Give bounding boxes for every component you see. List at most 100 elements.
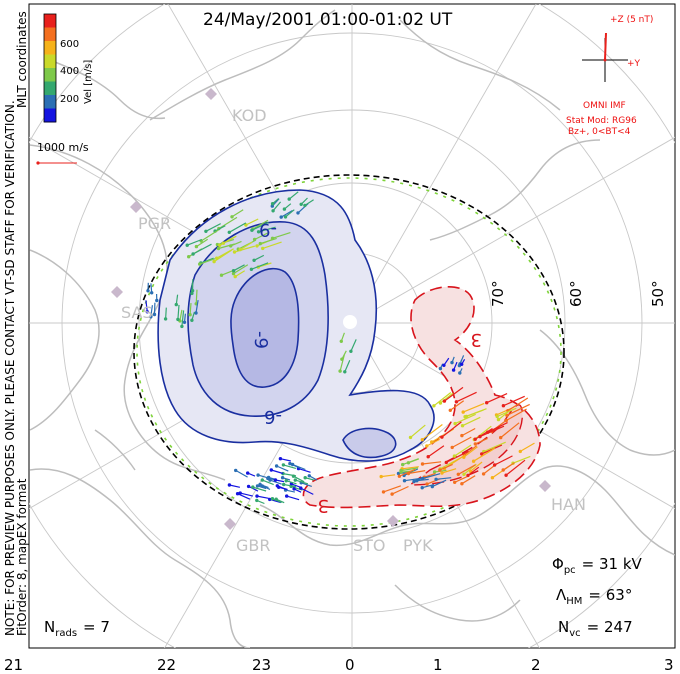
velocity-vector-origin [282, 482, 286, 487]
velocity-vector [462, 402, 485, 413]
velocity-vector [512, 455, 531, 464]
velocity-vector [189, 303, 192, 315]
mlt-tick: 2 [531, 656, 541, 674]
velocity-vector [441, 468, 457, 474]
imf-source-label: OMNI IMF [583, 101, 626, 111]
velocity-vector-origin [190, 318, 194, 322]
velocity-vector [199, 258, 216, 265]
heppner-maynard-boundary [133, 174, 565, 530]
velocity-vector-origin [401, 462, 405, 467]
velocity-vector [289, 463, 301, 469]
velocity-vector [400, 467, 419, 472]
map-title: 24/May/2001 01:00-01:02 UT [203, 10, 453, 30]
velocity-vector [192, 243, 212, 255]
velocity-vector [506, 408, 527, 422]
velocity-vector [272, 201, 282, 212]
velocity-vector [181, 310, 185, 327]
contour-label: -9 [259, 219, 277, 240]
velocity-vector-origin [252, 258, 256, 262]
velocity-vector-origin [268, 497, 272, 502]
velocity-vector [233, 264, 245, 272]
velocity-vector-origin [379, 474, 383, 479]
velocity-vector [286, 495, 300, 501]
velocity-vector-origin [190, 291, 194, 296]
velocity-vector-origin [204, 229, 208, 233]
velocity-vector [467, 466, 480, 476]
velocity-vector-origin [473, 437, 477, 441]
velocity-vector [404, 477, 423, 482]
velocity-vector [479, 425, 505, 438]
velocity-vector-origin [396, 471, 401, 476]
velocity-vector [195, 289, 198, 304]
velocity-vector-origin [188, 313, 192, 317]
velocity-vector-origin [227, 230, 231, 234]
velocity-vector [473, 447, 496, 462]
velocity-vector-origin [496, 417, 501, 422]
velocity-vector-origin [343, 370, 347, 374]
velocity-vector [422, 461, 442, 465]
velocity-vector [276, 465, 289, 472]
contour-label: -9 [250, 331, 271, 349]
velocity-vector-origin [442, 363, 446, 367]
velocity-vector-origin [518, 449, 522, 454]
velocity-vector [421, 424, 443, 441]
velocity-vector-origin [426, 455, 430, 459]
velocity-vector [179, 309, 183, 322]
n-rads: Nrads = 7 [44, 618, 110, 639]
velocity-vector [483, 441, 506, 453]
velocity-vector [470, 461, 483, 472]
velocity-vector-origin [501, 468, 505, 472]
velocity-vector [408, 470, 426, 475]
velocity-vector [240, 492, 253, 497]
velocity-vector [427, 445, 445, 458]
latitude-label-50: 50° [649, 280, 667, 307]
velocity-vector-origin [235, 492, 240, 496]
velocity-vector [463, 446, 478, 458]
velocity-vector-origin [231, 269, 236, 273]
velocity-vector-origin [453, 421, 457, 426]
velocity-vector-origin [238, 247, 242, 252]
velocity-vector-origin [282, 207, 287, 211]
station-sas: SAS [121, 303, 153, 322]
velocity-vector [295, 479, 309, 485]
velocity-vector-origin [303, 203, 307, 208]
velocity-vector-origin [296, 211, 300, 215]
velocity-vector-origin [176, 317, 180, 322]
velocity-vector [280, 209, 293, 218]
colorbar-segment [44, 95, 56, 109]
velocity-vector-origin [284, 479, 288, 483]
velocity-vector [344, 360, 351, 373]
velocity-vector [410, 424, 426, 438]
velocity-vector-origin [250, 228, 254, 232]
velocity-vector-origin [182, 320, 187, 324]
velocity-vector-origin [481, 472, 486, 476]
velocity-vector-origin [260, 478, 264, 482]
velocity-vector-origin [471, 459, 476, 463]
velocity-vector [475, 437, 488, 445]
velocity-vector [286, 480, 297, 485]
velocity-vector [245, 218, 259, 226]
velocity-vector-origin [461, 410, 465, 414]
velocity-vector-origin [255, 244, 259, 248]
velocity-vector-origin [194, 244, 199, 249]
reference-vector: 1000 m/s [36, 141, 89, 165]
velocity-vector-origin [408, 435, 413, 440]
velocity-vector [402, 466, 419, 470]
velocity-vector-origin [283, 215, 288, 219]
velocity-vector [248, 485, 259, 492]
velocity-vector [444, 386, 464, 402]
colorbar-segment [44, 81, 56, 96]
velocity-vector [252, 219, 269, 230]
velocity-vector [422, 484, 435, 489]
velocity-vector-origin [492, 463, 497, 467]
velocity-vector-origin [450, 360, 454, 365]
negative-potential-cell [157, 189, 435, 462]
velocity-vector-origin [452, 454, 457, 458]
velocity-vector-origin [501, 404, 506, 408]
colorbar-segment [44, 41, 56, 55]
velocity-vector [258, 262, 272, 268]
velocity-vector [233, 264, 249, 275]
velocity-vector-origin [307, 474, 311, 478]
latitude-label-70: 70° [489, 280, 507, 307]
velocity-vector-origin [480, 452, 484, 456]
